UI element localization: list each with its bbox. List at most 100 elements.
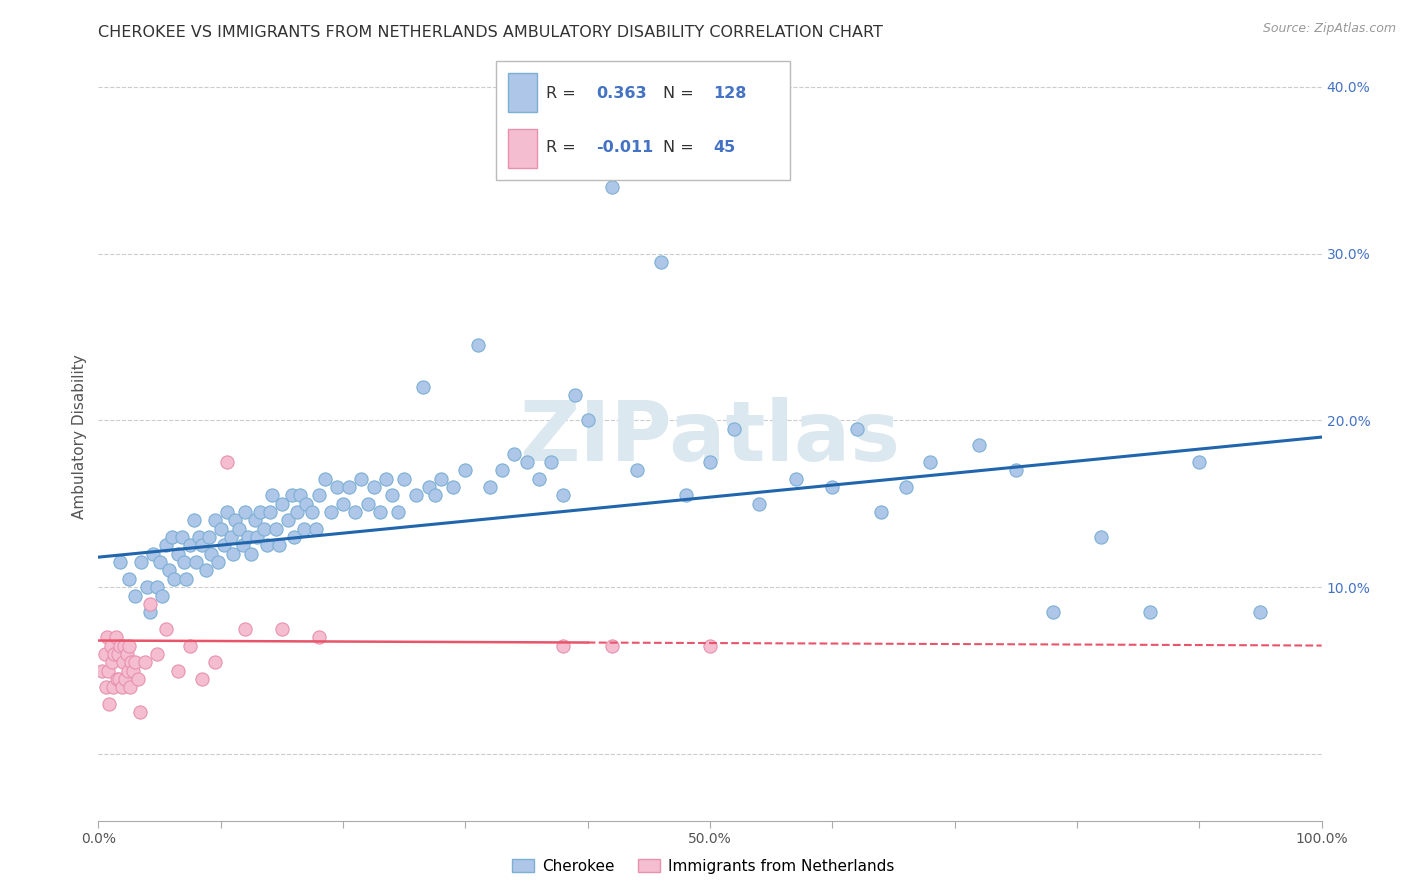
Point <box>173 555 195 569</box>
Text: CHEROKEE VS IMMIGRANTS FROM NETHERLANDS AMBULATORY DISABILITY CORRELATION CHART: CHEROKEE VS IMMIGRANTS FROM NETHERLANDS … <box>98 25 883 40</box>
Point <box>1042 605 1064 619</box>
Point <box>295 497 318 511</box>
Point <box>236 530 259 544</box>
Point <box>183 513 205 527</box>
Point <box>246 530 269 544</box>
Point <box>283 530 305 544</box>
Point <box>149 555 172 569</box>
Point <box>527 472 550 486</box>
Point <box>412 380 434 394</box>
Point <box>259 505 281 519</box>
Point <box>243 513 266 527</box>
Point <box>101 655 124 669</box>
Point <box>104 630 127 644</box>
Point <box>285 505 308 519</box>
Point <box>94 680 117 694</box>
Point <box>96 630 118 644</box>
Point <box>626 463 648 477</box>
Point <box>142 547 165 561</box>
Point <box>368 505 391 519</box>
Point <box>195 564 218 578</box>
Point <box>191 539 214 553</box>
Point <box>215 455 238 469</box>
Point <box>478 480 501 494</box>
Point <box>785 472 807 486</box>
Point <box>699 455 721 469</box>
Point <box>1090 530 1112 544</box>
Point <box>186 555 208 569</box>
Point <box>124 655 146 669</box>
Point <box>139 605 162 619</box>
Point <box>920 455 942 469</box>
Point <box>540 455 562 469</box>
Point <box>167 547 190 561</box>
Point <box>107 647 129 661</box>
Point <box>124 589 146 603</box>
Point <box>467 338 489 352</box>
Point <box>111 655 134 669</box>
Point <box>163 572 186 586</box>
Point <box>108 672 131 686</box>
Point <box>222 547 245 561</box>
Point <box>350 472 373 486</box>
Point <box>845 422 868 436</box>
Point <box>1139 605 1161 619</box>
Point <box>252 522 274 536</box>
Point <box>114 672 136 686</box>
Point <box>491 463 513 477</box>
Point <box>308 630 330 644</box>
Point <box>155 622 177 636</box>
Point <box>600 180 623 194</box>
Point <box>97 664 120 678</box>
Point <box>821 480 844 494</box>
Point <box>105 672 128 686</box>
Point <box>118 639 141 653</box>
Point <box>214 539 236 553</box>
Point <box>269 539 291 553</box>
Point <box>356 497 378 511</box>
Point <box>179 639 201 653</box>
Point <box>120 680 142 694</box>
Point <box>233 622 256 636</box>
Point <box>650 255 672 269</box>
Point <box>423 488 446 502</box>
Point <box>179 539 201 553</box>
Point <box>204 655 226 669</box>
Point <box>160 530 183 544</box>
Point <box>723 422 745 436</box>
Point <box>129 705 152 719</box>
Point <box>292 522 315 536</box>
Legend: Cherokee, Immigrants from Netherlands: Cherokee, Immigrants from Netherlands <box>505 853 901 880</box>
Point <box>167 664 190 678</box>
Point <box>110 639 132 653</box>
Point <box>553 639 575 653</box>
Point <box>503 447 526 461</box>
Point <box>280 488 302 502</box>
Point <box>1004 463 1026 477</box>
Point <box>894 480 917 494</box>
Point <box>224 513 246 527</box>
Point <box>344 505 367 519</box>
Point <box>600 639 623 653</box>
Point <box>155 539 177 553</box>
Point <box>127 672 149 686</box>
Point <box>332 497 354 511</box>
Point <box>319 505 342 519</box>
Point <box>264 522 287 536</box>
Point <box>363 480 385 494</box>
Point <box>405 488 427 502</box>
Point <box>209 522 232 536</box>
Point <box>146 647 169 661</box>
Point <box>314 472 336 486</box>
Point <box>204 513 226 527</box>
Point <box>277 513 299 527</box>
Point <box>215 505 238 519</box>
Point <box>967 438 990 452</box>
Point <box>270 622 294 636</box>
Point <box>98 697 121 711</box>
Point <box>699 639 721 653</box>
Point <box>1188 455 1211 469</box>
Point <box>748 497 770 511</box>
Point <box>111 680 134 694</box>
Text: Source: ZipAtlas.com: Source: ZipAtlas.com <box>1263 22 1396 36</box>
